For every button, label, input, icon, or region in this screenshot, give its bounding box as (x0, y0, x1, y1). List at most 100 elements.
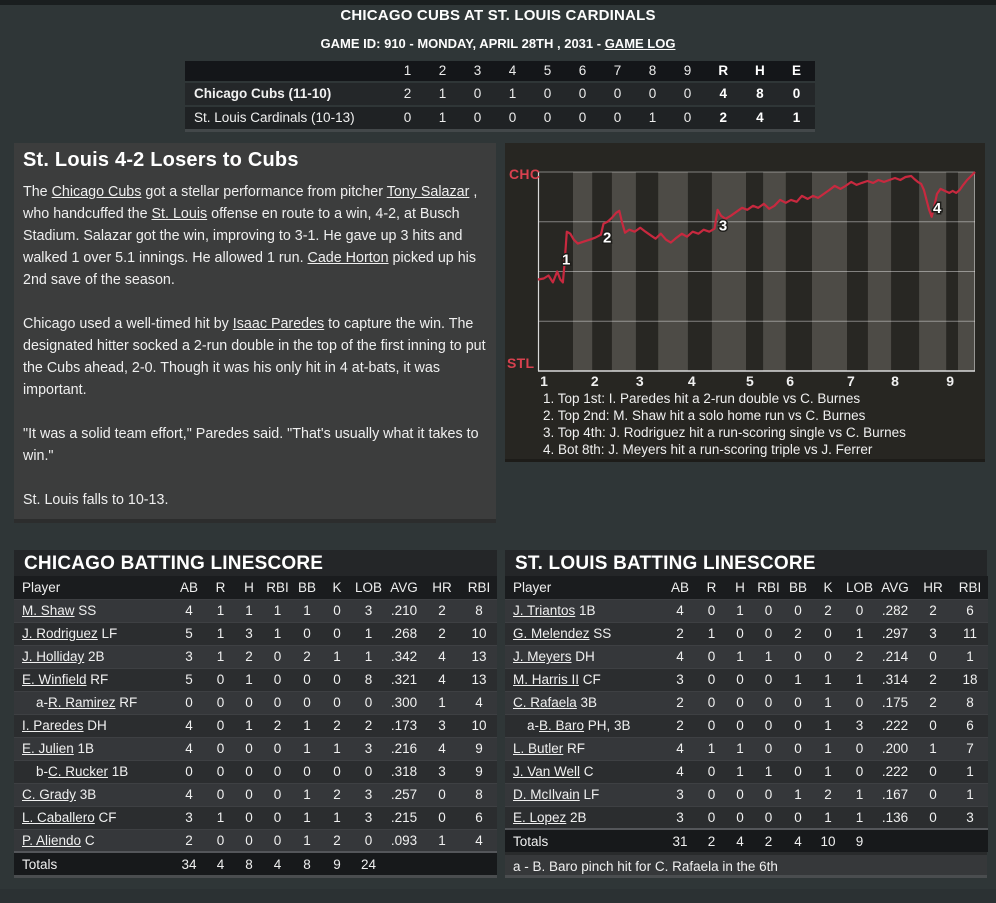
article-paragraph: Chicago used a well-timed hit by Isaac P… (23, 316, 486, 398)
col-header-h: H (726, 576, 754, 599)
stat-cell: 3 (423, 713, 461, 737)
stat-cell: 0 (754, 667, 783, 691)
stat-cell: 0 (352, 828, 385, 852)
play-annotation-number: 3 (719, 218, 727, 235)
player-cell: C. Rafaela 3B (505, 690, 663, 714)
player-link[interactable]: J. Meyers (513, 649, 572, 664)
stat-cell: 1 (813, 736, 843, 760)
batting-header-row: Player AB R H RBI BB K LOB AVG HR RBI (14, 576, 497, 599)
player-link[interactable]: M. Shaw (22, 603, 75, 618)
entity-link[interactable]: Cade Horton (307, 250, 389, 266)
entity-link[interactable]: Chicago Cubs (51, 184, 142, 200)
stat-cell: 0 (783, 713, 813, 737)
player-link[interactable]: E. Julien (22, 741, 74, 756)
play-annotation-number: 2 (603, 230, 611, 247)
stat-cell: 0 (783, 805, 813, 829)
stat-cell: 1 (754, 644, 783, 668)
player-link[interactable]: C. Rucker (48, 764, 109, 779)
stat-cell: 3 (352, 782, 385, 806)
player-link[interactable]: P. Aliendo (22, 832, 82, 848)
player-cell: P. Aliendo C (14, 828, 172, 852)
stat-cell: 1 (697, 736, 726, 760)
col-header-r: R (697, 576, 726, 599)
batting-row: G. Melendez SS 2 1 0 0 2 0 1.297 3 11 (505, 621, 988, 645)
stat-cell: 4 (663, 644, 697, 668)
article-paragraph: The Chicago Cubs got a stellar performan… (23, 184, 478, 288)
player-link[interactable]: D. McIlvain (513, 787, 580, 802)
stat-cell: 0 (726, 690, 754, 714)
player-link[interactable]: E. Winfield (22, 672, 87, 687)
stat-cell: 0 (843, 598, 876, 622)
player-link[interactable]: L. Caballero (22, 810, 95, 825)
batting-row: M. Shaw SS 4 1 1 1 1 0 3.210 2 8 (14, 598, 497, 622)
half-inning-stripe (711, 172, 746, 371)
stat-cell: .321 (385, 667, 423, 691)
play-annotation-number: 1 (562, 252, 570, 269)
rhe-value: 8 (756, 86, 764, 101)
player-link[interactable]: C. Grady (22, 787, 77, 802)
player-link[interactable]: C. Rafaela (513, 695, 577, 710)
player-cell: M. Shaw SS (14, 598, 172, 622)
col-header-k: K (813, 576, 843, 599)
batting-row: J. Triantos 1B 4 0 1 0 0 2 0.282 2 6 (505, 598, 988, 622)
article-headline: St. Louis 4-2 Losers to Cubs (23, 149, 299, 171)
linescore-header-spacer (185, 61, 390, 81)
game-log-link[interactable]: GAME LOG (604, 36, 676, 51)
col-header-r: R (206, 576, 235, 599)
entity-link[interactable]: Isaac Paredes (232, 316, 325, 332)
x-axis-label: 2 (591, 373, 599, 389)
stat-cell: .342 (385, 644, 423, 668)
stat-cell: 11 (952, 621, 988, 645)
stat-cell: 2 (813, 782, 843, 806)
stat-cell: 1 (235, 713, 263, 737)
stat-cell: .300 (385, 690, 423, 714)
stat-cell: 3 (663, 667, 697, 691)
inning-runs: 1 (438, 86, 447, 101)
player-link[interactable]: J. Triantos (513, 603, 576, 618)
player-link[interactable]: J. Van Well (513, 764, 581, 779)
x-axis-label: 4 (688, 373, 696, 389)
stat-cell: 1 (423, 828, 461, 852)
team-name: Chicago Cubs (11-10) (194, 86, 332, 101)
linescore-col-8: 8 (648, 63, 657, 78)
batting-header-row: Player AB R H RBI BB K LOB AVG HR RBI (505, 576, 988, 599)
linescore-col-3: 3 (473, 63, 482, 78)
player-link[interactable]: B. Baro (539, 718, 585, 733)
entity-link[interactable]: Tony Salazar (386, 184, 470, 200)
x-axis-label: 7 (847, 373, 855, 389)
player-link[interactable]: G. Melendez (513, 626, 590, 641)
stat-cell: 0 (263, 828, 292, 852)
batting-row: L. Butler RF 4 1 1 0 0 1 0.200 1 7 (505, 736, 988, 760)
stat-cell: 0 (206, 759, 235, 783)
player-link[interactable]: J. Holliday (22, 649, 85, 664)
stat-cell: 2 (352, 713, 385, 737)
player-link[interactable]: R. Ramirez (48, 695, 116, 710)
stat-cell: 1 (292, 828, 322, 852)
stat-cell: 0 (352, 759, 385, 783)
batting-row: E. Julien 1B 4 0 0 0 1 1 3.216 4 9 (14, 736, 497, 760)
stat-cell: 3 (952, 805, 988, 829)
inning-runs: 1 (648, 110, 657, 125)
player-cell: J. Holliday 2B (14, 644, 172, 668)
stat-cell: 1 (322, 805, 352, 829)
stat-cell: 1 (952, 644, 988, 668)
stat-cell: .216 (385, 736, 423, 760)
stat-cell: 4 (423, 644, 461, 668)
player-link[interactable]: E. Lopez (513, 809, 567, 825)
player-link[interactable]: J. Rodriguez (22, 626, 98, 641)
stat-cell: 3 (352, 598, 385, 622)
x-axis-label: 3 (636, 373, 644, 389)
stat-cell: 13 (461, 667, 497, 691)
player-link[interactable]: M. Harris II (513, 672, 579, 687)
stat-cell: .222 (876, 759, 914, 783)
stat-cell: 0 (235, 759, 263, 783)
player-link[interactable]: L. Butler (513, 741, 564, 756)
col-header-bb: BB (783, 576, 813, 599)
player-link[interactable]: I. Paredes (22, 718, 84, 733)
col-header-ab: AB (663, 576, 697, 599)
entity-link[interactable]: St. Louis (151, 206, 208, 222)
stat-cell: 10 (461, 621, 497, 645)
stat-cell: 0 (292, 621, 322, 645)
stat-cell: 1 (322, 736, 352, 760)
stat-cell: 1 (206, 805, 235, 829)
